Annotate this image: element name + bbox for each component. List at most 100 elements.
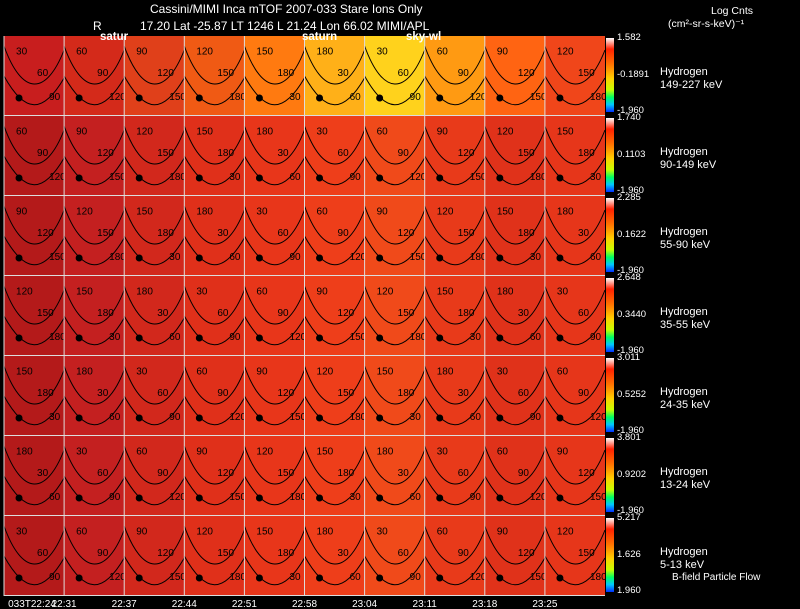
colorbar-tick-label: -1.960 <box>617 185 644 196</box>
colorbar-tick-label: -1.960 <box>617 505 644 516</box>
heatmap-cell <box>304 196 365 275</box>
contour-value-label: 30 <box>289 572 301 583</box>
heatmap-cell <box>64 436 125 515</box>
b-field-marker <box>496 254 504 262</box>
contour-value-label: 90 <box>530 412 542 423</box>
contour-value-label: 60 <box>350 572 362 583</box>
heatmap-cell <box>4 516 65 595</box>
x-tick-label: 23:11 <box>413 599 438 609</box>
contour-line <box>3 125 65 165</box>
contour-value-label: 60 <box>377 126 389 137</box>
contour-value-label: 90 <box>317 286 329 297</box>
contour-line <box>424 285 486 325</box>
contour-value-label: 90 <box>590 332 602 343</box>
chart-header: Cassini/MIMI Inca mTOF 2007-033 Stare Io… <box>0 0 800 36</box>
heatmap-cell <box>184 436 245 515</box>
contour-line <box>3 445 65 485</box>
contour-value-label: 120 <box>76 206 93 217</box>
contour-value-label: 180 <box>16 446 33 457</box>
contour-line <box>304 365 366 405</box>
heatmap-cell <box>544 436 605 515</box>
contour-line <box>183 365 245 405</box>
contour-value-label: 60 <box>76 526 88 537</box>
contour-line <box>243 395 305 426</box>
contour-value-label: 180 <box>97 308 114 319</box>
contour-line <box>123 555 185 586</box>
contour-value-label: 150 <box>410 252 427 263</box>
contour-line <box>544 75 606 106</box>
colorbar-tick-label: -1.960 <box>617 345 644 356</box>
b-field-marker <box>436 94 444 102</box>
contour-line <box>123 235 185 266</box>
contour-value-label: 90 <box>277 308 289 319</box>
contour-value-label: 150 <box>49 252 66 263</box>
contour-line <box>123 205 185 245</box>
contour-value-label: 30 <box>157 308 169 319</box>
heatmap-cell <box>544 516 605 595</box>
contour-line <box>544 365 606 405</box>
contour-value-label: 90 <box>229 332 241 343</box>
b-field-marker <box>75 174 83 182</box>
contour-value-label: 120 <box>470 572 487 583</box>
b-field-marker <box>195 414 203 422</box>
contour-value-label: 180 <box>530 172 547 183</box>
contour-value-label: 30 <box>136 366 148 377</box>
contour-value-label: 120 <box>169 492 186 503</box>
energy-band-panel: 30 60 90 60 90 120 90 120 150 120 150 180 150 180 30 18… <box>3 36 614 116</box>
contour-value-label: 150 <box>578 68 595 79</box>
heatmap-cell <box>364 516 425 595</box>
contour-value-label: 30 <box>338 548 350 559</box>
contour-value-label: 180 <box>377 446 394 457</box>
ephemeris-r-label: R <box>93 19 102 33</box>
species-label: Hydrogen <box>660 386 708 398</box>
b-field-marker <box>556 414 564 422</box>
heatmap-cell <box>484 436 545 515</box>
contour-line <box>3 525 65 565</box>
b-field-marker <box>75 414 83 422</box>
contour-value-label: 180 <box>256 126 273 137</box>
heatmap-cell <box>484 356 545 435</box>
contour-line <box>364 395 426 426</box>
b-field-marker <box>496 174 504 182</box>
contour-value-label: 150 <box>136 206 153 217</box>
contour-value-label: 180 <box>136 286 153 297</box>
contour-value-label: 150 <box>169 92 186 103</box>
contour-value-label: 60 <box>157 388 169 399</box>
contour-line <box>243 555 305 586</box>
contour-line <box>243 45 305 85</box>
heatmap-cell <box>184 276 245 355</box>
contour-value-label: 150 <box>578 548 595 559</box>
contour-value-label: 90 <box>49 572 61 583</box>
contour-line <box>364 125 426 165</box>
contour-value-label: 30 <box>470 332 482 343</box>
contour-value-label: 30 <box>49 412 61 423</box>
contour-line <box>424 395 486 426</box>
contour-value-label: 180 <box>590 572 607 583</box>
contour-line <box>243 75 305 106</box>
contour-line <box>364 475 426 506</box>
heatmap-cell <box>124 436 185 515</box>
heatmap-cell <box>4 276 65 355</box>
contour-value-label: 150 <box>458 228 475 239</box>
contour-value-label: 180 <box>410 332 427 343</box>
colorbar-tick-label: 0.1103 <box>617 149 646 160</box>
contour-value-label: 30 <box>518 308 530 319</box>
contour-value-label: 120 <box>109 92 126 103</box>
contour-value-label: 150 <box>338 388 355 399</box>
b-field-marker <box>15 174 23 182</box>
contour-value-label: 30 <box>196 286 208 297</box>
contour-value-label: 120 <box>518 68 535 79</box>
contour-line <box>304 445 366 485</box>
contour-value-label: 120 <box>196 526 213 537</box>
contour-value-label: 30 <box>590 172 602 183</box>
heatmap-cell <box>544 196 605 275</box>
contour-value-label: 90 <box>136 46 148 57</box>
contour-value-label: 120 <box>37 228 54 239</box>
contour-value-label: 90 <box>49 92 61 103</box>
contour-line <box>364 235 426 266</box>
contour-value-label: 90 <box>458 68 470 79</box>
contour-line <box>364 75 426 106</box>
b-field-marker <box>255 94 263 102</box>
heatmap-cell <box>484 36 545 115</box>
b-field-marker <box>496 94 504 102</box>
